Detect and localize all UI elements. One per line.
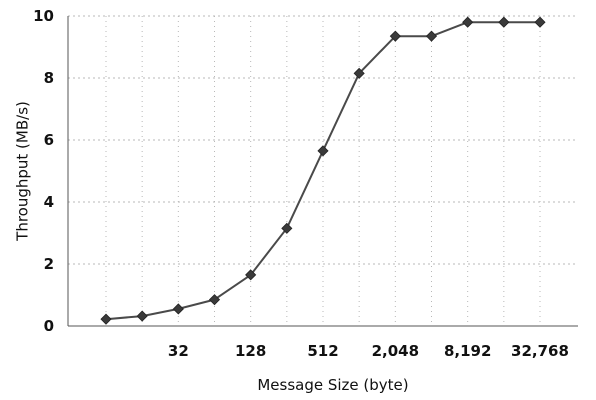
- data-point-marker: [462, 16, 474, 28]
- data-point-marker: [317, 145, 329, 157]
- data-point-marker: [172, 303, 184, 315]
- series-throughput: [100, 16, 546, 325]
- grid-lines: [68, 15, 578, 326]
- x-tick-label: 32,768: [511, 342, 569, 360]
- data-point-marker: [534, 16, 546, 28]
- data-point-marker: [100, 313, 112, 325]
- data-point-marker: [245, 269, 257, 281]
- data-point-marker: [425, 30, 438, 42]
- tick-labels: 0 2 4 6 8 10 32 128 512 2,048 8,192 32,768: [33, 7, 569, 360]
- x-tick-label: 32: [168, 342, 189, 360]
- data-point-marker: [389, 30, 401, 42]
- y-tick-label: 4: [44, 193, 54, 211]
- x-tick-label: 8,192: [444, 342, 491, 360]
- x-axis-title: Message Size (byte): [257, 376, 408, 394]
- y-tick-label: 8: [44, 69, 54, 87]
- data-point-marker: [208, 294, 221, 306]
- y-tick-label: 6: [44, 131, 54, 149]
- y-axis-title: Throughput (MB/s): [13, 101, 31, 242]
- data-point-marker: [281, 222, 293, 234]
- axes: [67, 16, 578, 327]
- data-point-marker: [136, 310, 148, 322]
- y-tick-label: 0: [44, 317, 54, 335]
- data-point-marker: [353, 67, 365, 79]
- x-tick-label: 512: [307, 342, 338, 360]
- data-point-marker: [498, 16, 510, 28]
- x-tick-label: 2,048: [372, 342, 419, 360]
- x-tick-label: 128: [235, 342, 266, 360]
- y-tick-label: 2: [44, 255, 54, 273]
- y-tick-label: 10: [33, 7, 54, 25]
